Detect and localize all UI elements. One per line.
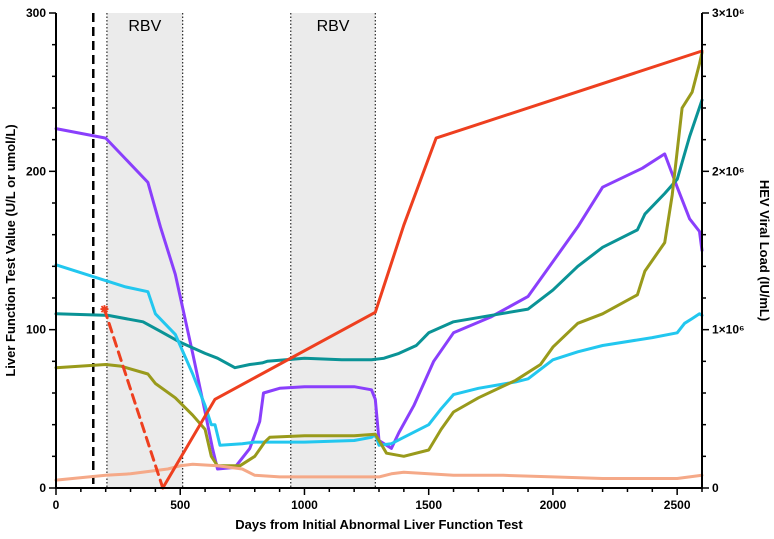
series-line-3 bbox=[54, 51, 704, 468]
rbv-region-label-0: RBV bbox=[128, 18, 161, 35]
y-right-tick-label-2: 2×10⁶ bbox=[712, 164, 745, 178]
x-tick-label-4: 2000 bbox=[540, 498, 567, 512]
y-left-axis-title: Liver Function Test Value (U/L or umol/L… bbox=[3, 124, 18, 376]
y-left-tick-label-1: 100 bbox=[26, 323, 46, 337]
y-right-tick-label-0: 0 bbox=[712, 481, 719, 495]
y-left-tick-label-0: 0 bbox=[39, 481, 46, 495]
rbv-region-0 bbox=[106, 13, 183, 488]
y-left-tick-label-2: 200 bbox=[26, 164, 46, 178]
rbv-region-label-1: RBV bbox=[317, 18, 350, 35]
x-tick-label-1: 500 bbox=[170, 498, 190, 512]
y-right-tick-label-3: 3×10⁶ bbox=[712, 6, 745, 20]
series-line-6 bbox=[102, 307, 165, 490]
x-tick-label-0: 0 bbox=[53, 498, 60, 512]
series-line-2 bbox=[54, 263, 704, 447]
x-axis-title: Days from Initial Abnormal Liver Functio… bbox=[235, 517, 523, 532]
series-line-1 bbox=[54, 98, 704, 370]
series-lines bbox=[54, 49, 704, 490]
x-tick-label-3: 1500 bbox=[415, 498, 442, 512]
shaded-regions: RBV RBV bbox=[92, 13, 376, 488]
x-tick-label-5: 2500 bbox=[664, 498, 691, 512]
series-line-5 bbox=[161, 49, 704, 490]
series-line-0 bbox=[54, 127, 704, 471]
y-left-tick-label-3: 300 bbox=[26, 6, 46, 20]
tick-marks bbox=[49, 12, 709, 495]
y-right-axis-title: HEV Viral Load (IU/mL) bbox=[757, 180, 772, 321]
series-line-4 bbox=[54, 462, 704, 482]
rbv-region-1 bbox=[290, 13, 376, 488]
series-marker-6 bbox=[100, 305, 109, 314]
x-tick-label-2: 1000 bbox=[291, 498, 318, 512]
y-right-tick-label-1: 1×10⁶ bbox=[712, 323, 745, 337]
tick-labels: 0 500 1000 1500 2000 2500 0 100 200 300 0 1×10⁶ 2×10… bbox=[26, 6, 745, 512]
